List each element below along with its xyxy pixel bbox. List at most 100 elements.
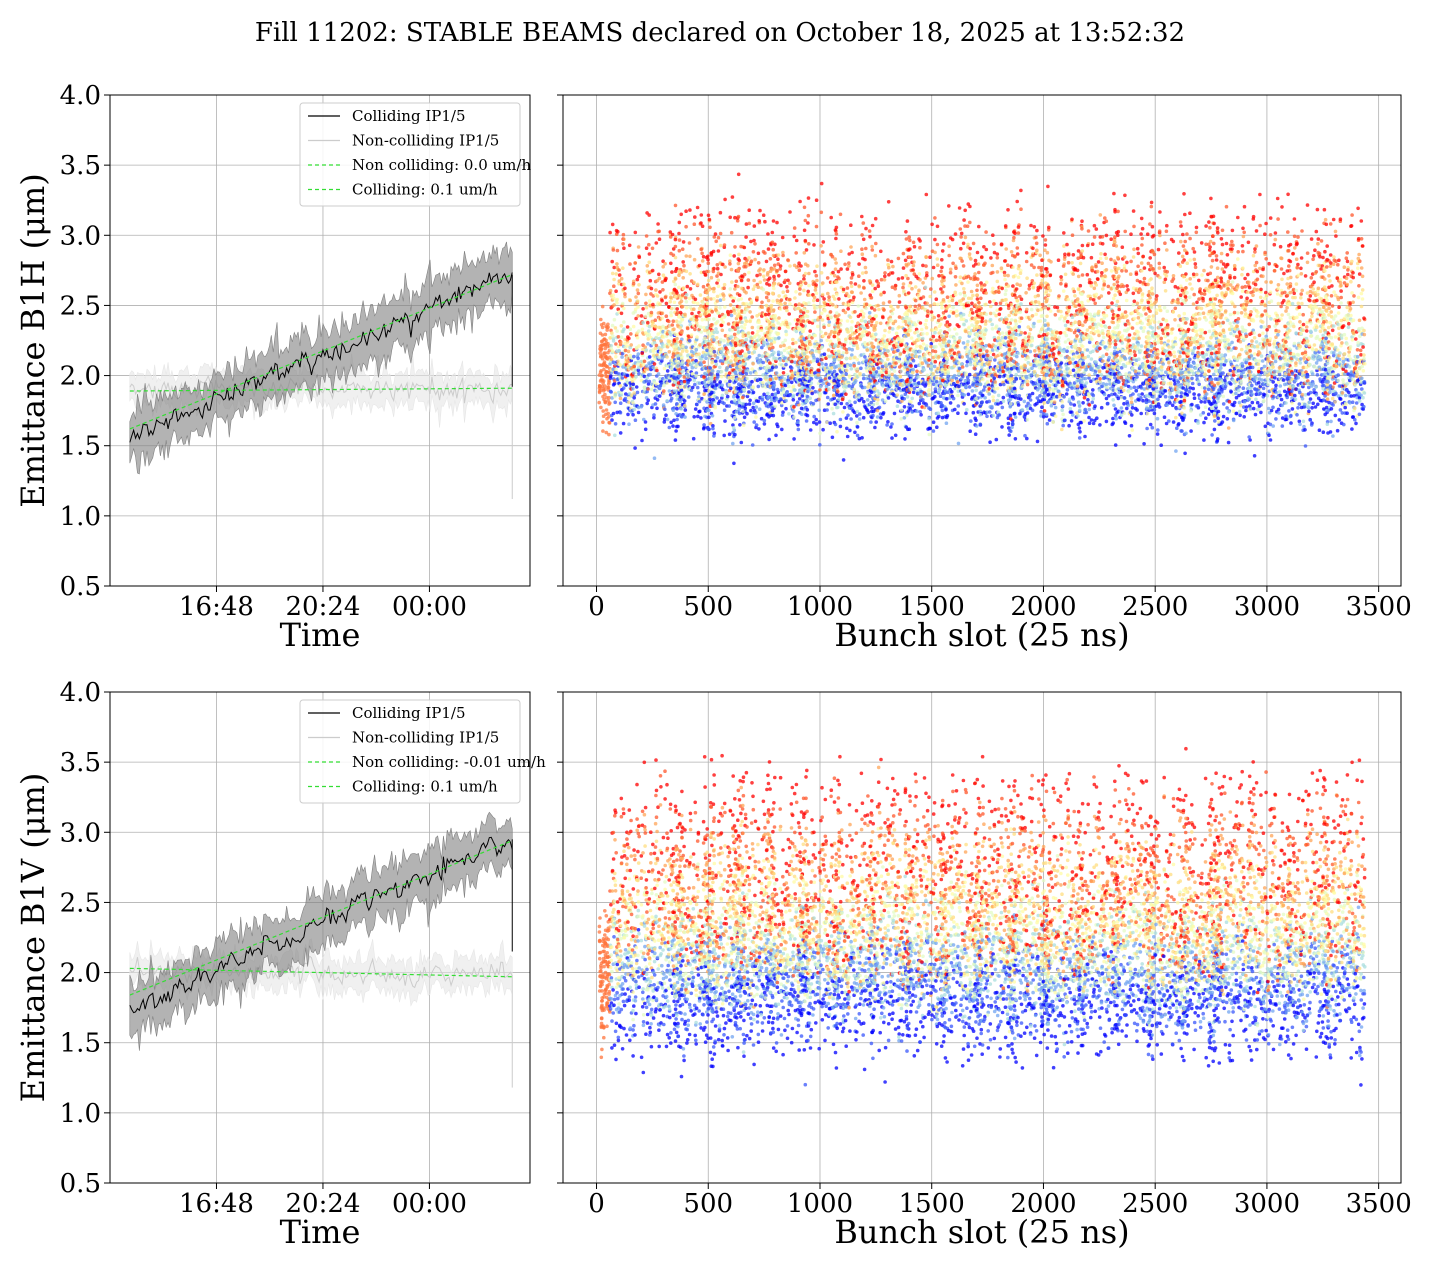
bunch-point xyxy=(632,354,636,359)
bunch-point xyxy=(758,272,762,277)
bunch-point xyxy=(607,415,611,419)
bunch-point xyxy=(653,346,658,351)
bunch-point xyxy=(954,266,958,271)
bunch-point xyxy=(614,272,618,276)
bunch-point xyxy=(627,422,631,427)
bunch-point xyxy=(757,427,761,431)
bunch-point xyxy=(684,300,689,304)
bunch-point xyxy=(739,244,743,249)
bunch-point xyxy=(631,371,636,375)
bunch-point xyxy=(716,375,720,379)
bunch-point xyxy=(909,364,913,368)
bunch-point xyxy=(895,393,900,397)
bunch-point xyxy=(713,386,718,391)
bunch-point xyxy=(844,337,848,342)
bunch-point xyxy=(635,335,640,340)
bunch-point xyxy=(713,405,717,410)
bunch-point xyxy=(747,208,751,212)
bunch-point xyxy=(674,295,678,299)
bunch-point xyxy=(716,235,721,240)
bunch-point xyxy=(653,318,658,323)
bunch-point xyxy=(883,271,887,275)
bunch-point xyxy=(933,387,938,391)
bunch-point xyxy=(675,291,679,295)
bunch-point xyxy=(901,266,906,270)
bunch-point xyxy=(771,319,775,324)
bunch-point xyxy=(944,421,949,426)
bunch-point xyxy=(762,278,767,282)
bunch-point xyxy=(647,379,652,384)
bunch-point xyxy=(940,305,944,310)
bunch-point xyxy=(661,335,666,339)
bunch-point xyxy=(912,386,917,391)
bunch-point xyxy=(897,293,902,298)
bunch-point xyxy=(727,432,732,437)
bunch-point xyxy=(829,215,833,220)
bunch-point xyxy=(953,290,957,295)
bunch-point xyxy=(861,373,866,377)
bunch-point xyxy=(783,301,787,306)
bunch-point xyxy=(891,264,895,269)
bunch-point xyxy=(703,388,707,393)
bunch-point xyxy=(850,319,854,324)
bunch-point xyxy=(687,339,692,343)
bunch-point xyxy=(644,246,649,250)
bunch-point xyxy=(613,422,618,426)
bunch-point xyxy=(608,336,612,340)
bunch-point xyxy=(702,375,706,379)
bunch-point xyxy=(600,325,605,330)
bunch-point xyxy=(908,238,912,243)
bunch-point xyxy=(707,408,711,413)
bunch-point xyxy=(660,311,665,316)
bunch-point xyxy=(889,383,893,388)
bunch-point xyxy=(767,347,772,351)
bunch-point xyxy=(827,382,831,387)
bunch-point xyxy=(939,302,944,307)
bunch-point xyxy=(934,344,938,349)
bunch-point xyxy=(702,325,706,330)
bunch-point xyxy=(656,332,660,336)
bunch-point xyxy=(628,345,632,350)
bunch-point xyxy=(852,364,856,368)
bunch-point xyxy=(954,332,959,336)
bunch-point xyxy=(664,276,668,281)
bunch-point xyxy=(641,362,645,367)
bunch-point xyxy=(933,250,937,255)
bunch-point xyxy=(681,276,685,280)
bunch-point xyxy=(674,412,678,416)
bunch-point xyxy=(821,427,825,432)
bunch-point xyxy=(747,355,752,359)
bunch-point xyxy=(823,309,827,313)
bunch-point xyxy=(849,276,854,280)
bunch-point xyxy=(750,325,755,330)
bunch-point xyxy=(852,387,856,392)
bunch-point xyxy=(886,357,890,362)
bunch-point xyxy=(831,411,836,416)
bunch-point xyxy=(617,349,621,353)
bunch-point xyxy=(836,269,841,274)
bunch-point xyxy=(861,237,866,242)
bunch-point xyxy=(780,413,785,417)
bunch-point xyxy=(669,311,673,315)
bunch-point xyxy=(927,432,932,437)
bunch-point xyxy=(924,264,928,268)
bunch-point xyxy=(899,408,904,412)
bunch-point xyxy=(733,371,738,375)
bunch-point xyxy=(656,222,660,226)
bunch-point xyxy=(896,277,901,281)
bunch-point xyxy=(827,387,831,392)
bunch-point xyxy=(929,287,933,291)
bunch-point xyxy=(784,398,788,403)
bunch-point xyxy=(812,295,817,300)
bunch-point xyxy=(751,250,756,254)
bunch-point xyxy=(769,398,774,402)
bunch-point xyxy=(869,295,874,300)
bunch-point xyxy=(907,329,912,333)
bunch-point xyxy=(848,356,853,361)
bunch-point xyxy=(643,427,648,432)
bunch-point xyxy=(709,323,713,328)
bunch-point xyxy=(667,339,672,344)
bunch-point xyxy=(605,365,610,369)
bunch-point xyxy=(832,369,837,374)
bunch-point xyxy=(924,192,929,197)
